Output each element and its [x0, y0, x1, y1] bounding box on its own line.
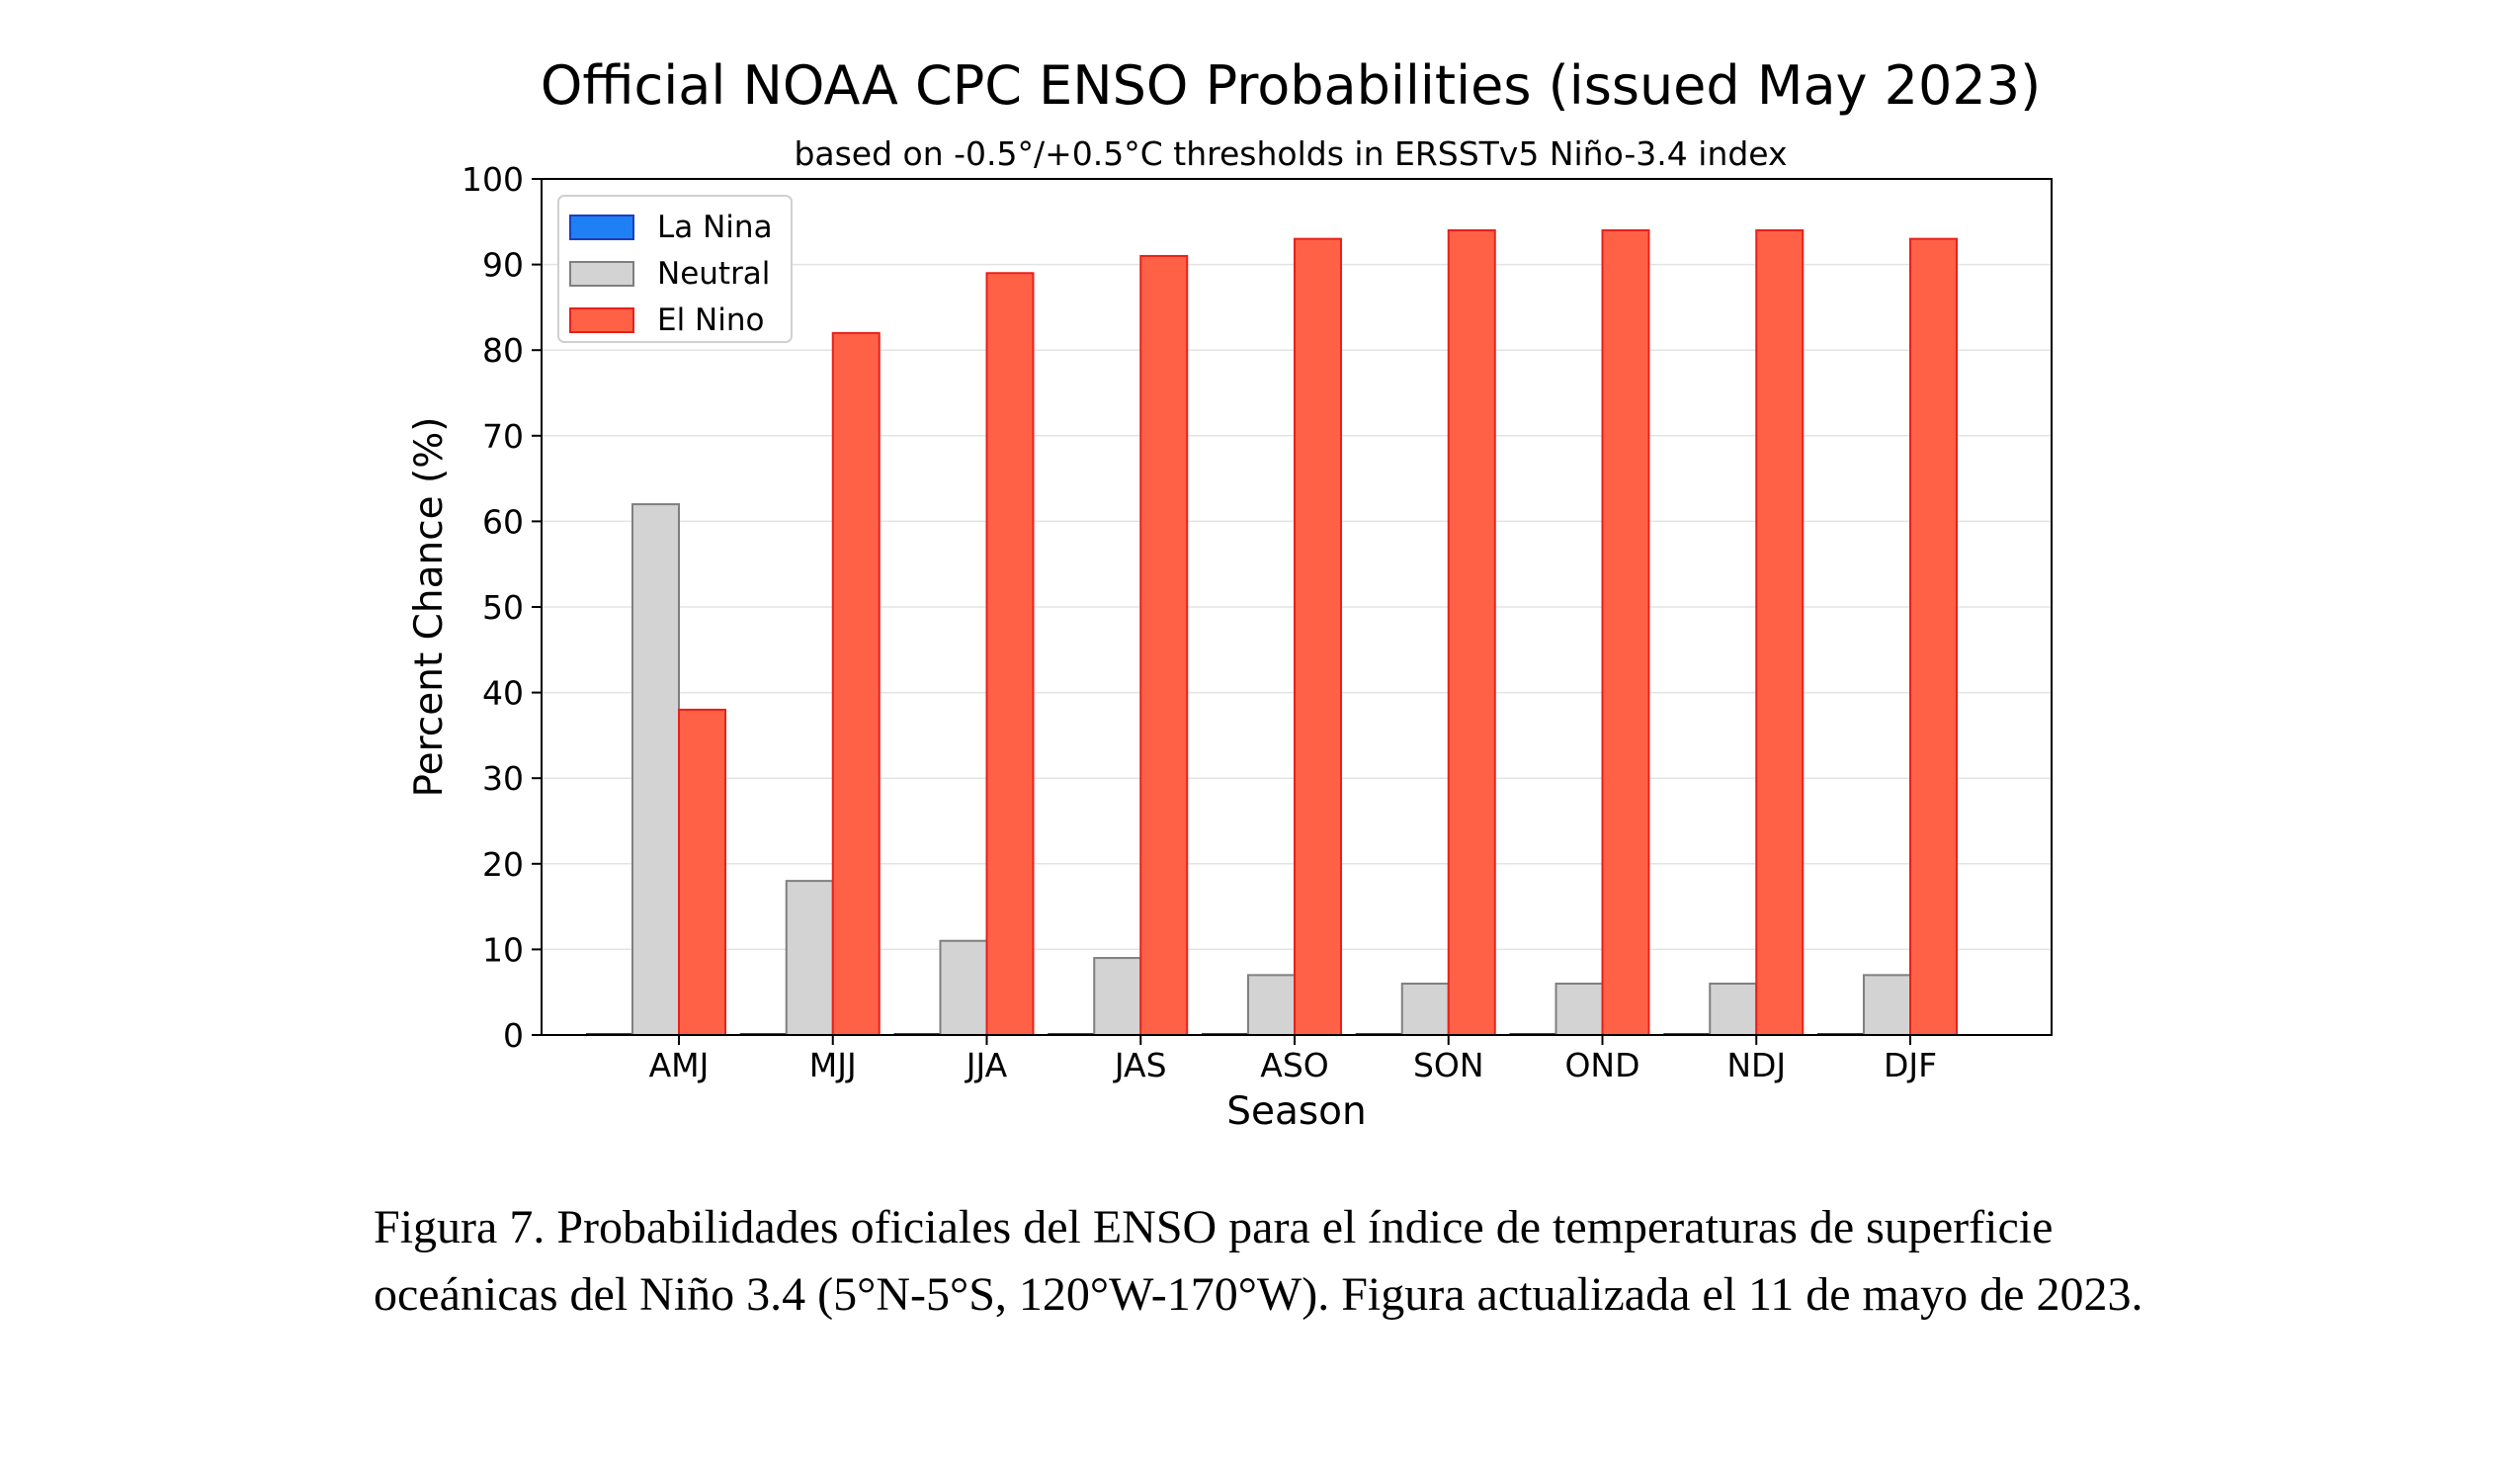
legend: La Nina Neutral El Nino: [557, 195, 793, 343]
y-tick-label: 30: [482, 759, 524, 798]
bar-neutral: [1554, 983, 1604, 1036]
legend-label: La Nina: [657, 210, 773, 245]
bar-neutral: [1400, 983, 1450, 1036]
x-tick-label: DJF: [1884, 1046, 1937, 1084]
y-tick-label: 10: [482, 930, 524, 969]
y-tick-label: 70: [482, 417, 524, 456]
y-axis: 0 10 20 30 40 50 60 70 80 90 100: [462, 160, 542, 1055]
bar-neutral: [1093, 957, 1142, 1036]
bar-el-nino: [1294, 237, 1342, 1036]
bar-el-nino: [831, 331, 881, 1036]
x-axis-label: Season: [1226, 1089, 1367, 1134]
caption-line-1: Figura 7. Probabilidades oficiales del E…: [374, 1201, 2054, 1253]
bar-el-nino: [1755, 228, 1805, 1036]
bar-neutral: [1863, 974, 1911, 1037]
x-tick-label: MJJ: [809, 1046, 857, 1084]
bar-neutral: [1709, 983, 1758, 1036]
x-tick-label: JAS: [1113, 1046, 1167, 1084]
bar-el-nino: [1139, 254, 1189, 1036]
bar-neutral: [1247, 974, 1296, 1037]
bars: [586, 228, 1958, 1037]
x-tick-label: JJA: [965, 1046, 1008, 1084]
x-axis: AMJ MJJ JJA JAS ASO SON OND NDJ DJF: [649, 1035, 1937, 1084]
x-tick-label: OND: [1564, 1046, 1639, 1084]
y-tick-label: 100: [462, 160, 524, 199]
legend-swatch: [569, 261, 634, 287]
x-tick-label: AMJ: [649, 1046, 710, 1084]
caption-line-2: oceánicas del Niño 3.4 (5°N-5°S, 120°W-1…: [374, 1268, 2143, 1321]
y-tick-label: 40: [482, 674, 524, 713]
x-tick-label: ASO: [1260, 1046, 1329, 1084]
figure-caption: Figura 7. Probabilidades oficiales del E…: [374, 1194, 2350, 1329]
y-tick-label: 50: [482, 588, 524, 627]
bar-el-nino: [1447, 228, 1496, 1036]
bar-neutral: [631, 503, 680, 1036]
y-tick-label: 90: [482, 246, 524, 285]
y-tick-label: 80: [482, 331, 524, 370]
y-tick-label: 60: [482, 502, 524, 541]
bar-el-nino: [1601, 228, 1650, 1036]
legend-label: Neutral: [657, 256, 770, 292]
x-tick-label: SON: [1413, 1046, 1484, 1084]
x-tick-label: NDJ: [1726, 1046, 1786, 1084]
bar-neutral: [939, 939, 988, 1036]
legend-swatch: [569, 215, 634, 240]
chart-title: Official NOAA CPC ENSO Probabilities (is…: [541, 54, 2041, 117]
bar-neutral: [785, 880, 834, 1036]
legend-swatch: [569, 307, 634, 333]
y-tick-label: 0: [503, 1016, 524, 1055]
bar-el-nino: [1909, 237, 1958, 1036]
bar-el-nino: [678, 708, 726, 1036]
bar-el-nino: [985, 272, 1035, 1036]
legend-label: El Nino: [657, 302, 764, 338]
y-axis-label: Percent Chance (%): [407, 416, 452, 797]
chart-subtitle: based on -0.5°/+0.5°C thresholds in ERSS…: [794, 134, 1787, 173]
y-tick-label: 20: [482, 845, 524, 884]
